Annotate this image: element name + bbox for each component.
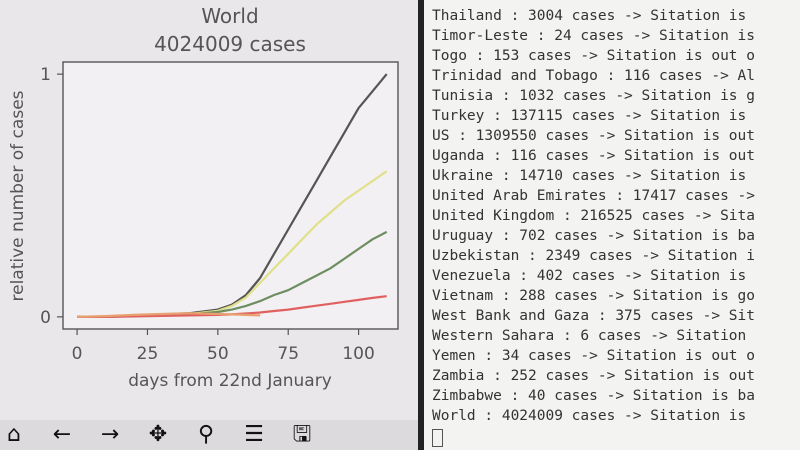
terminal-line: Vietnam : 288 cases -> Sitation is go <box>432 288 756 304</box>
y-axis-label: relative number of cases <box>8 90 28 301</box>
chart-subtitle: 4024009 cases <box>154 32 306 56</box>
pan-icon[interactable]: ✥ <box>148 422 168 447</box>
x-tick-label: 50 <box>207 344 229 364</box>
line-chart: World 4024009 cases 0 25 50 75 100 0 1 days fr… <box>8 4 399 391</box>
configure-subplots-icon[interactable]: ☰ <box>244 422 264 447</box>
terminal-line: World : 4024009 cases -> Sitation is <box>432 408 747 424</box>
x-tick-label: 75 <box>277 344 299 364</box>
forward-arrow-icon[interactable]: → <box>100 422 120 447</box>
terminal-line: Yemen : 34 cases -> Sitation is out o <box>432 348 756 364</box>
y-tick-label: 0 <box>40 308 51 328</box>
terminal-line: Thailand : 3004 cases -> Sitation is <box>432 8 747 24</box>
terminal-line: Uganda : 116 cases -> Sitation is out <box>432 148 756 164</box>
terminal-line: United Arab Emirates : 17417 cases -> <box>432 188 756 204</box>
tick-layer: 0 25 50 75 100 0 1 <box>40 65 375 364</box>
save-icon[interactable]: 🖫 <box>292 422 312 447</box>
series-layer <box>77 73 388 318</box>
terminal-line: Timor-Leste : 24 cases -> Sitation is <box>432 28 756 44</box>
terminal-line: US : 1309550 cases -> Sitation is out <box>432 128 756 144</box>
terminal-line: Ukraine : 14710 cases -> Sitation is <box>432 168 747 184</box>
x-tick-label: 100 <box>342 344 374 364</box>
terminal-cursor <box>432 429 443 447</box>
series-line-4 <box>77 295 387 318</box>
x-tick-label: 25 <box>137 344 159 364</box>
zoom-icon[interactable]: ⚲ <box>197 422 215 447</box>
plot-window: World 4024009 cases 0 25 50 75 100 0 1 days fr… <box>0 0 418 450</box>
x-tick-label: 0 <box>72 344 83 364</box>
home-icon[interactable]: ⌂ <box>7 422 21 447</box>
chart-title: World <box>201 4 258 28</box>
back-arrow-icon[interactable]: ← <box>52 422 72 447</box>
terminal-line: Western Sahara : 6 cases -> Sitation <box>432 328 747 344</box>
terminal-line: Turkey : 137115 cases -> Sitation is <box>432 108 747 124</box>
terminal-line: Uzbekistan : 2349 cases -> Sitation i <box>432 248 756 264</box>
series-line-5 <box>77 312 261 318</box>
terminal-line: Tunisia : 1032 cases -> Sitation is g <box>432 88 756 104</box>
x-axis-label: days from 22nd January <box>128 371 332 391</box>
terminal-line: Venezuela : 402 cases -> Sitation is <box>432 268 747 284</box>
terminal-window[interactable]: Thailand : 3004 cases -> Sitation is Timo… <box>424 0 800 450</box>
plot-area[interactable] <box>62 61 399 330</box>
terminal-line: Zimbabwe : 40 cases -> Sitation is ba <box>432 388 756 404</box>
plot-toolbar: ⌂ ← → ✥ ⚲ ☰ 🖫 <box>0 420 418 450</box>
terminal-line: Trinidad and Tobago : 116 cases -> Al <box>432 68 756 84</box>
terminal-line: Togo : 153 cases -> Sitation is out o <box>432 48 756 64</box>
window-divider <box>418 0 424 450</box>
y-tick-label: 1 <box>40 65 51 85</box>
terminal-line: United Kingdom : 216525 cases -> Sita <box>432 208 756 224</box>
terminal-line: Uruguay : 702 cases -> Sitation is ba <box>432 228 756 244</box>
terminal-line: Zambia : 252 cases -> Sitation is out <box>432 368 756 384</box>
terminal-line: West Bank and Gaza : 375 cases -> Sit <box>432 308 756 324</box>
